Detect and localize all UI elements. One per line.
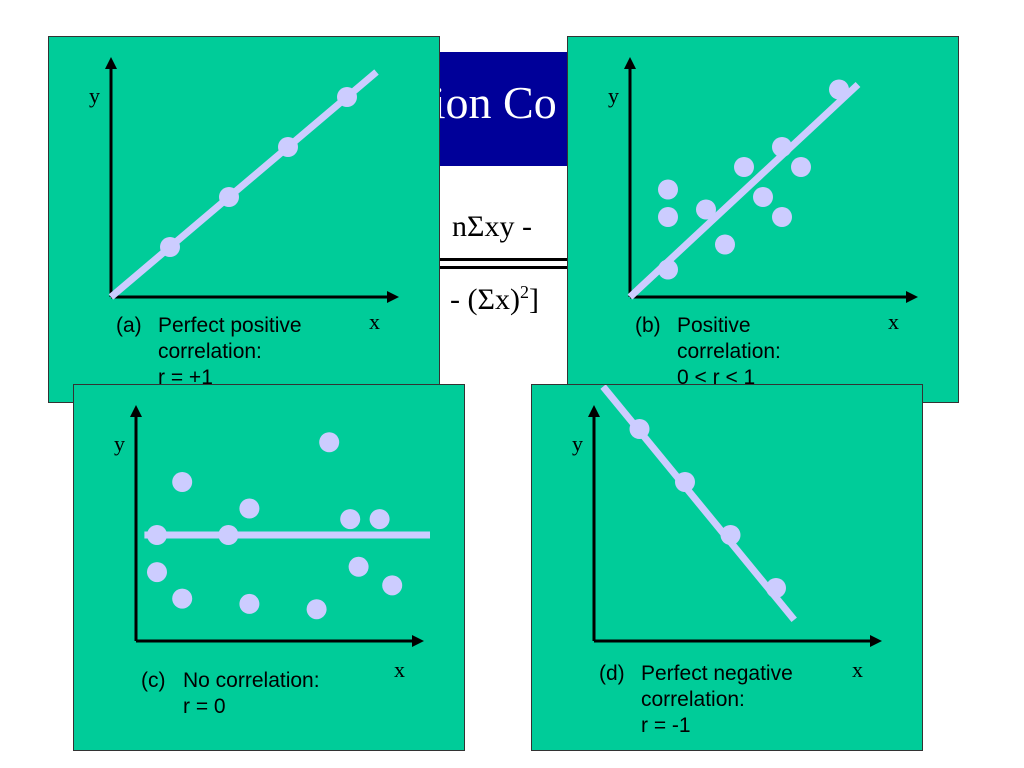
- data-point: [147, 525, 167, 545]
- y-axis-label: y: [608, 83, 619, 108]
- data-point: [382, 575, 403, 596]
- formula-denominator: - (Σx)2]: [450, 282, 539, 317]
- y-axis-arrow: [130, 405, 142, 417]
- y-axis-arrow: [624, 57, 636, 69]
- data-point: [369, 509, 390, 530]
- y-axis-label: y: [114, 431, 125, 456]
- caption-line: 0 < r < 1: [677, 366, 756, 389]
- data-point: [172, 472, 193, 492]
- data-point: [348, 556, 369, 577]
- data-point: [306, 599, 327, 620]
- caption-line: Perfect negative: [641, 662, 793, 685]
- panel-perfect-negative: y x (d) Perfect negative correlation: r …: [531, 384, 923, 751]
- x-axis-label: x: [852, 657, 863, 682]
- data-point: [772, 207, 792, 227]
- caption-line: Perfect positive: [158, 314, 302, 337]
- data-point: [239, 593, 260, 614]
- caption-line: Positive: [677, 314, 751, 337]
- data-point: [172, 588, 193, 609]
- x-axis-label: x: [394, 657, 405, 682]
- data-point: [696, 199, 716, 220]
- data-point: [147, 562, 167, 583]
- caption-tag: (d): [599, 662, 625, 685]
- title-bar: tion Co: [440, 52, 570, 166]
- data-point: [658, 179, 678, 200]
- x-axis-arrow: [387, 291, 399, 303]
- data-point: [629, 419, 650, 439]
- data-point: [734, 157, 754, 177]
- slide-title: tion Co: [440, 77, 557, 128]
- panel-d-plot: [588, 385, 882, 647]
- data-point: [720, 525, 741, 545]
- data-point: [340, 509, 361, 530]
- caption-line: No correlation:: [183, 669, 320, 692]
- data-point: [753, 187, 773, 207]
- panel-a-plot: [105, 57, 399, 303]
- panel-no-correlation: y x (c) No correlation: r = 0: [73, 384, 465, 751]
- caption-line: correlation:: [158, 340, 262, 363]
- caption-line: correlation:: [677, 340, 781, 363]
- x-axis-arrow: [870, 635, 882, 647]
- y-axis-label: y: [89, 83, 100, 108]
- caption-line: correlation:: [641, 688, 745, 711]
- data-point: [278, 137, 298, 157]
- formula-denominator-text: - (Σx): [450, 283, 520, 316]
- caption-line: r = -1: [641, 714, 691, 737]
- y-axis-arrow: [588, 405, 600, 417]
- caption-tag: (a): [116, 314, 142, 337]
- data-point: [219, 187, 239, 207]
- formula-bracket: ]: [528, 283, 539, 316]
- x-axis-label: x: [369, 309, 380, 334]
- data-point: [829, 79, 849, 100]
- data-point: [319, 432, 340, 453]
- data-point: [160, 237, 180, 257]
- data-point: [772, 137, 792, 157]
- data-point: [791, 157, 811, 177]
- formula-numerator: nΣxy -: [452, 210, 532, 243]
- caption-tag: (c): [141, 669, 166, 692]
- fit-line: [600, 385, 797, 623]
- fraction-bar-top: [438, 258, 568, 261]
- fit-line: [108, 69, 379, 300]
- caption-tag: (b): [635, 314, 661, 337]
- panel-perfect-positive: y x (a) Perfect positive correlation: r …: [48, 36, 440, 403]
- data-point: [239, 498, 260, 519]
- formula-exponent: 2: [519, 282, 529, 302]
- fraction-bar-bottom: [438, 266, 568, 269]
- data-point: [218, 525, 239, 545]
- data-point: [675, 472, 695, 492]
- panel-c-plot: [130, 405, 430, 647]
- y-axis-label: y: [572, 431, 583, 456]
- data-point: [766, 578, 786, 598]
- data-point: [658, 259, 678, 280]
- data-point: [337, 87, 357, 107]
- data-point: [715, 234, 735, 255]
- panel-b-plot: [624, 57, 918, 303]
- panel-positive: y x (b) Positive correlation: 0 < r < 1: [567, 36, 959, 403]
- y-axis-arrow: [105, 57, 117, 69]
- caption-line: r = 0: [183, 695, 226, 718]
- x-axis-arrow: [412, 635, 424, 647]
- data-point: [658, 207, 678, 227]
- caption-line: r = +1: [158, 366, 213, 389]
- x-axis-arrow: [906, 291, 918, 303]
- x-axis-label: x: [888, 309, 899, 334]
